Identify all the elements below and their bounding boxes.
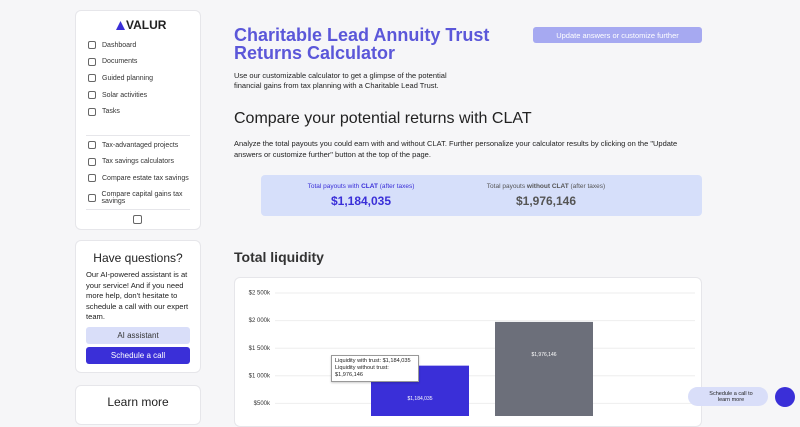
bar — [495, 321, 593, 416]
nav-icon — [88, 194, 96, 203]
y-tick-label: $1 500k — [249, 346, 271, 352]
nav-label: Solar activities — [102, 91, 148, 99]
help-text: Our AI-powered assistant is at your serv… — [86, 270, 189, 322]
nav-icon — [88, 57, 96, 66]
y-tick-label: $2 000k — [249, 318, 271, 324]
nav-icon — [88, 174, 96, 183]
y-tick-label: $500k — [254, 401, 271, 407]
nav-label: Documents — [102, 58, 138, 66]
nav-icon — [88, 74, 96, 83]
ai-button[interactable]: AI assistant — [86, 327, 190, 344]
stat-label-bold: without CLAT — [526, 183, 569, 190]
compare-heading: Compare your potential returns with CLAT — [234, 110, 532, 127]
nav-label: Compare estate tax savings — [102, 174, 189, 182]
stat-label-bold: CLAT — [361, 183, 378, 190]
schedule-button[interactable]: Schedule a call — [86, 347, 190, 364]
nav-label: Guided planning — [102, 74, 153, 82]
stat-label: Total payouts with CLAT (after taxes) — [261, 183, 461, 190]
logo-icon — [116, 20, 125, 30]
nav-icon — [88, 141, 96, 149]
nav-item[interactable]: Solar activities — [88, 91, 148, 100]
tooltip-line: Liquidity with trust: $1,184,035 — [335, 358, 411, 364]
sidebar: VALUR Dashboard Documents Guided planning S… — [75, 10, 201, 230]
nav-item[interactable]: Tax savings calculators — [88, 157, 174, 166]
stat-label-post: (after taxes) — [570, 183, 606, 190]
nav-icon — [88, 91, 96, 100]
nav-item[interactable]: Tasks — [88, 107, 120, 116]
stat-label-pre: Total payouts — [486, 183, 526, 190]
nav-icon — [88, 157, 96, 166]
bar-label: $1,184,035 — [407, 396, 432, 402]
update-button[interactable]: Update answers or customize further — [533, 27, 702, 43]
logo[interactable]: VALUR — [116, 18, 166, 32]
chat-text: Schedule a call to learn more — [709, 390, 753, 403]
nav-item[interactable]: Dashboard — [88, 41, 136, 49]
learn-card: Learn more — [75, 385, 201, 425]
nav-item[interactable]: Guided planning — [88, 74, 153, 83]
stat-label: Total payouts without CLAT (after taxes) — [446, 183, 646, 190]
nav-icon — [88, 41, 96, 49]
nav-item[interactable]: Compare estate tax savings — [88, 174, 189, 183]
nav-item[interactable]: Compare capital gains tax savings — [88, 191, 200, 205]
page: VALUR Dashboard Documents Guided planning S… — [75, 10, 795, 427]
nav-label: Compare capital gains tax savings — [101, 191, 183, 206]
nav-label: Tax savings calculators — [102, 158, 174, 166]
intro: Use our customizable calculator to get a… — [234, 71, 447, 90]
nav-label: Dashboard — [102, 41, 137, 49]
help-title: Have questions? — [93, 251, 183, 265]
stat-value: $1,976,146 — [515, 194, 577, 208]
bar-label: $1,976,146 — [531, 352, 556, 358]
nav-label: Tax-advantaged projects — [102, 141, 179, 149]
page-title: Charitable Lead Annuity Trust Returns Ca… — [234, 25, 490, 63]
chart: $500k $1 000k $1 500k $2 000k $2 500k $1,184,… — [249, 291, 695, 416]
help-card: Have questions? Our AI-powered assistant… — [75, 240, 201, 373]
nav-label: Tasks — [102, 108, 120, 116]
nav-item[interactable]: Tax-advantaged projects — [88, 141, 178, 149]
compare-text: Analyze the total payouts you could earn… — [234, 139, 678, 159]
stat-label-post: (after taxes) — [379, 183, 415, 190]
logo-text: VALUR — [126, 18, 167, 32]
learn-title: Learn more — [107, 395, 169, 409]
nav-icon — [88, 107, 96, 116]
chat-button[interactable] — [775, 387, 795, 407]
tooltip: Liquidity with trust: $1,184,035 Liquidit… — [331, 355, 419, 382]
stat-label-pre: Total payouts with — [307, 183, 360, 190]
chat-pill[interactable]: Schedule a call to learn more — [688, 387, 768, 406]
nav-item[interactable]: Documents — [88, 57, 138, 66]
y-tick-label: $1 000k — [249, 373, 271, 379]
tooltip-line: Liquidity without trust: $1,976,146 — [335, 365, 389, 378]
liquidity-heading: Total liquidity — [234, 249, 324, 265]
logout[interactable] — [133, 215, 142, 224]
stats-box: Total payouts with CLAT (after taxes) $1… — [261, 175, 702, 216]
y-tick-label: $2 500k — [249, 291, 271, 297]
stat-value: $1,184,035 — [330, 194, 392, 208]
chart-card: $500k $1 000k $1 500k $2 000k $2 500k $1,184,… — [234, 277, 702, 427]
